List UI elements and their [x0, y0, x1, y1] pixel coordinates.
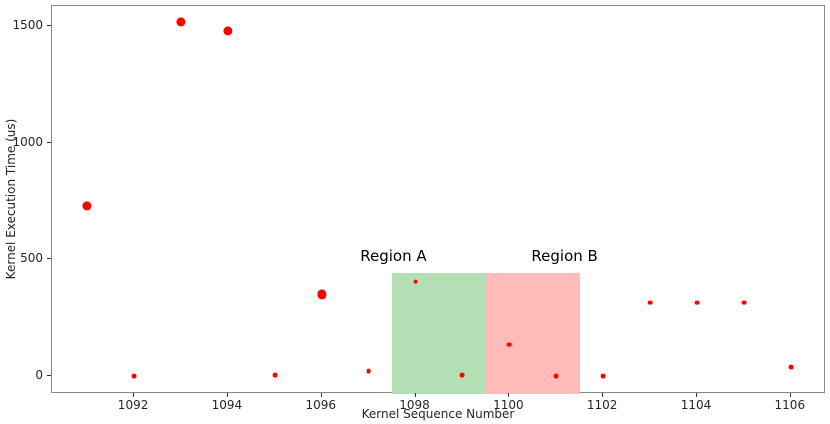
- y-tick-label: 1500: [12, 18, 43, 33]
- region-label-b: Region B: [531, 247, 598, 266]
- x-tick-label: 1096: [305, 398, 336, 412]
- plot-area: [51, 5, 825, 394]
- x-tick-mark: [789, 393, 791, 397]
- x-tick-label: 1104: [680, 398, 712, 412]
- y-tick-mark: [47, 141, 51, 143]
- x-tick-mark: [320, 393, 322, 397]
- y-tick-mark: [47, 25, 51, 27]
- y-tick-label: 0: [35, 368, 43, 383]
- data-point-1100: [506, 342, 512, 347]
- x-tick-mark: [602, 393, 604, 397]
- data-point-1096: [317, 289, 327, 300]
- x-tick-mark: [508, 393, 510, 397]
- data-point-1094: [223, 26, 233, 36]
- highlight-region-region-a: [392, 273, 486, 394]
- data-point-1102: [600, 373, 606, 379]
- y-tick-mark: [47, 258, 51, 260]
- data-point-1104: [694, 300, 700, 305]
- data-point-1093: [176, 17, 186, 27]
- x-tick-label: 1102: [586, 398, 618, 412]
- x-tick-label: 1106: [774, 398, 806, 412]
- data-point-1091: [82, 201, 92, 211]
- x-tick-mark: [226, 393, 228, 397]
- x-tick-mark: [133, 393, 135, 397]
- data-point-1097: [366, 368, 372, 374]
- x-tick-mark: [696, 393, 697, 397]
- data-point-1099: [460, 372, 465, 378]
- x-tick-label: 1092: [117, 398, 149, 412]
- data-point-1103: [647, 300, 653, 305]
- x-axis-label: Kernel Sequence Number: [361, 407, 515, 421]
- y-tick-mark: [47, 375, 51, 377]
- x-tick-label: 1100: [493, 398, 524, 412]
- data-point-1092: [131, 373, 137, 379]
- data-point-1105: [741, 300, 747, 305]
- x-tick-label: 1094: [211, 398, 243, 412]
- highlight-region-region-b: [485, 273, 580, 394]
- x-tick-mark: [414, 393, 416, 397]
- data-point-1106: [788, 364, 794, 370]
- data-point-1098: [413, 279, 418, 285]
- y-tick-label: 500: [20, 251, 43, 266]
- data-point-1101: [553, 373, 559, 379]
- region-label-a: Region A: [360, 247, 427, 266]
- y-tick-label: 1000: [12, 134, 43, 149]
- x-tick-label: 1098: [399, 398, 430, 412]
- data-point-1095: [272, 372, 278, 378]
